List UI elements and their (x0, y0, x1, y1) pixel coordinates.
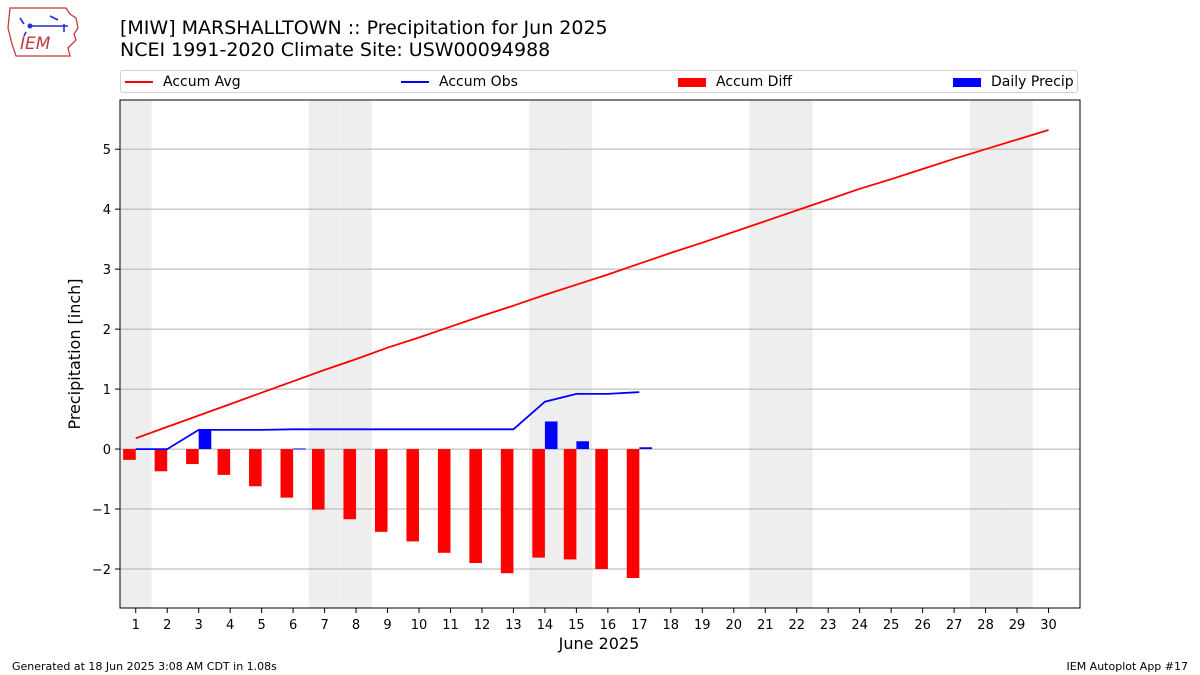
chart-subtitle: NCEI 1991-2020 Climate Site: USW00094988 (120, 39, 551, 61)
accum-diff-bar (123, 449, 136, 460)
bars-layer (123, 421, 652, 579)
daily-precip-bar (576, 441, 589, 450)
x-tick-label: 21 (757, 618, 774, 633)
accum-diff-bar (500, 449, 514, 574)
x-tick-label: 9 (383, 618, 391, 633)
legend-label-accum-obs: Accum Obs (439, 74, 518, 90)
accum-diff-bar (563, 449, 577, 560)
legend-label-accum-diff: Accum Diff (716, 74, 793, 90)
legend-swatch-accum-obs (401, 81, 429, 83)
logo-text: IEM (20, 34, 51, 54)
x-tick-label: 3 (195, 618, 203, 633)
y-tick-label: 3 (103, 263, 111, 278)
x-tick-label: 2 (163, 618, 171, 633)
x-tick-label: 14 (537, 618, 554, 633)
weekend-band (749, 100, 781, 608)
x-tick-label: 25 (883, 618, 900, 633)
iowa-state-outline-icon (7, 7, 79, 57)
weekend-shading-layer (120, 100, 1033, 608)
daily-precip-bar (544, 421, 558, 450)
legend-swatch-accum-diff (678, 77, 706, 87)
accum-diff-bar (374, 449, 388, 532)
weekend-band (1001, 100, 1033, 608)
weekend-band (120, 100, 152, 608)
x-tick-label: 28 (977, 618, 994, 633)
legend-item-accum-diff: Accum Diff (678, 74, 792, 90)
x-tick-label: 16 (600, 618, 617, 633)
accum-diff-bar (595, 449, 608, 570)
accum-diff-bar (280, 449, 294, 498)
x-tick-label: 23 (820, 618, 837, 633)
x-tick-label: 11 (442, 618, 459, 633)
legend-item-accum-avg: Accum Avg (125, 74, 241, 90)
x-tick-label: 12 (474, 618, 491, 633)
accum-obs-line (135, 391, 640, 451)
chart-title: [MIW] MARSHALLTOWN :: Precipitation for … (120, 17, 608, 39)
x-tick-label: 4 (226, 618, 234, 633)
x-axis-label: June 2025 (558, 634, 640, 653)
x-tick-label: 18 (663, 618, 680, 633)
weekend-band (308, 100, 341, 608)
x-tick-label: 1 (132, 618, 140, 633)
weather-symbols-icon (19, 15, 68, 37)
x-tick-label: 29 (1009, 618, 1026, 633)
daily-precip-bar (198, 429, 212, 450)
accum-diff-bar (343, 449, 357, 520)
weekend-band (969, 100, 1002, 608)
legend-item-daily-precip: Daily Precip (953, 74, 1074, 90)
accum-avg-line (135, 129, 1049, 440)
x-tick-label: 5 (257, 618, 265, 633)
legend-swatch-daily-precip (953, 77, 981, 87)
lines-layer (135, 129, 1049, 451)
y-tick-label: −2 (92, 563, 111, 578)
y-axis-label: Precipitation [inch] (65, 278, 84, 429)
daily-precip-bar (293, 448, 306, 450)
accum-diff-bar (406, 449, 420, 542)
iem-logo: IEM (7, 7, 79, 57)
legend-label-daily-precip: Daily Precip (991, 74, 1074, 90)
x-tick-label: 10 (411, 618, 428, 633)
y-tick-label: 5 (103, 143, 111, 158)
x-tick-label: 26 (914, 618, 931, 633)
accum-diff-bar (217, 449, 231, 475)
footer-generated-text: Generated at 18 Jun 2025 3:08 AM CDT in … (12, 660, 277, 673)
accum-diff-bar (469, 449, 482, 564)
accum-diff-bar (154, 449, 168, 472)
y-tick-label: 1 (103, 383, 111, 398)
legend-swatch-accum-avg (125, 81, 153, 83)
y-tick-label: −1 (92, 503, 111, 518)
x-tick-label: 22 (788, 618, 805, 633)
chart-legend: Accum Avg Accum Obs Accum Diff Daily Pre… (120, 70, 1078, 93)
daily-precip-bar (639, 447, 652, 450)
accum-diff-bar (186, 449, 199, 465)
y-tick-label: 4 (103, 203, 111, 218)
y-tick-label: 0 (103, 443, 111, 458)
x-tick-label: 24 (851, 618, 868, 633)
y-tick-label: 2 (103, 323, 111, 338)
x-tick-label: 30 (1040, 618, 1057, 633)
footer-app-text: IEM Autoplot App #17 (1066, 660, 1189, 673)
weekend-band (780, 100, 813, 608)
legend-item-accum-obs: Accum Obs (401, 74, 518, 90)
legend-label-accum-avg: Accum Avg (163, 74, 241, 90)
x-tick-label: 20 (725, 618, 742, 633)
accum-diff-bar (312, 449, 325, 510)
accum-diff-bar (437, 449, 451, 553)
x-tick-label: 13 (505, 618, 522, 633)
x-tick-label: 6 (289, 618, 297, 633)
weekend-band (340, 100, 372, 608)
plot-frame (119, 99, 1081, 609)
x-tick-label: 19 (694, 618, 711, 633)
x-tick-label: 17 (631, 618, 648, 633)
x-tick-label: 27 (946, 618, 963, 633)
accum-diff-bar (532, 449, 545, 558)
x-tick-label: 7 (320, 618, 328, 633)
accum-diff-bar (626, 449, 640, 579)
accum-diff-bar (249, 449, 262, 487)
x-tick-label: 15 (568, 618, 585, 633)
x-tick-label: 8 (352, 618, 360, 633)
